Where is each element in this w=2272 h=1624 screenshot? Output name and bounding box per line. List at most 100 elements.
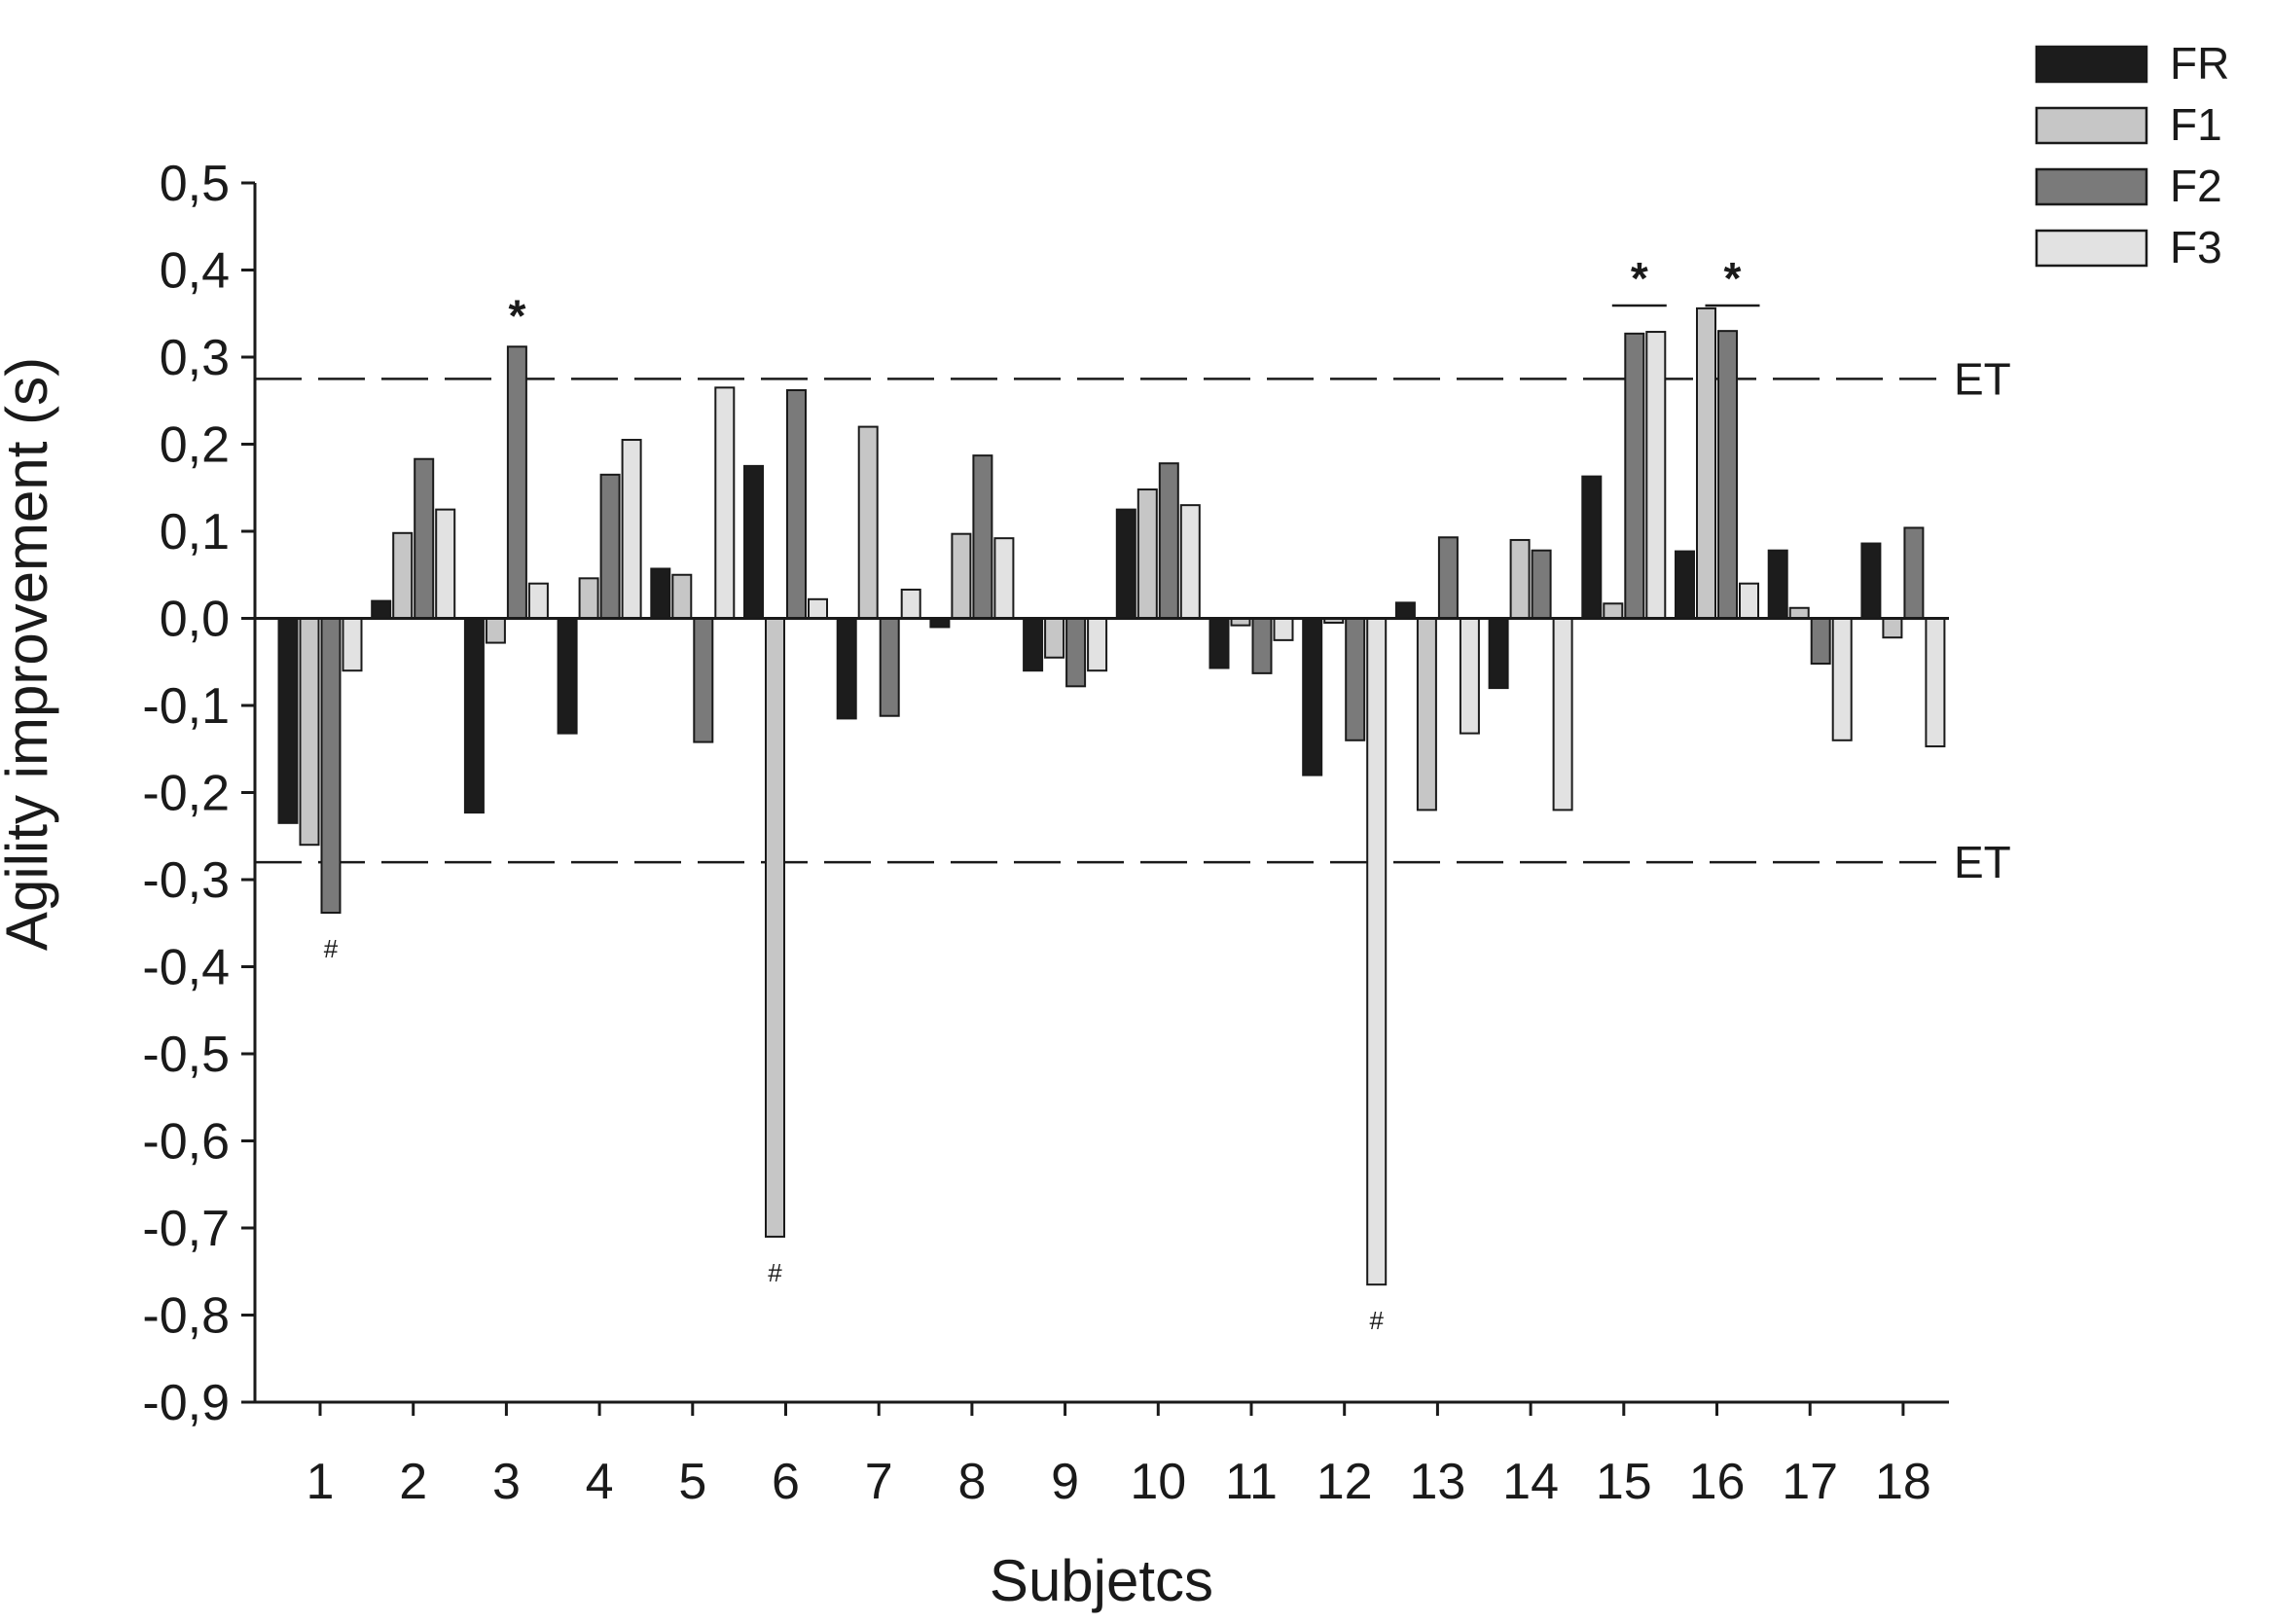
y-tick-label: -0,4 [142,940,230,996]
x-tick-label: 15 [1596,1454,1652,1510]
legend-swatch-f3 [2035,229,2148,268]
bar-f2-subject-9 [1065,617,1087,688]
y-tick-label: -0,1 [142,678,230,735]
bar-f2-subject-2 [414,457,435,620]
bar-f2-subject-16 [1717,330,1738,620]
legend-label-f3: F3 [2170,222,2222,272]
bar-f3-subject-6 [808,597,828,620]
bar-f3-subject-10 [1179,504,1201,620]
x-tick-label: 3 [492,1454,521,1510]
y-tick-label: -0,3 [142,852,230,909]
bar-f3-subject-18 [1925,617,1946,748]
y-tick-label: -0,8 [142,1288,230,1345]
x-tick-label: 7 [865,1454,893,1510]
bar-f2-subject-10 [1158,462,1179,620]
bar-f1-subject-8 [951,532,972,620]
bar-f1-subject-17 [1788,606,1810,620]
y-tick-label: -0,9 [142,1375,230,1431]
bar-fr-subject-1 [277,617,299,824]
bar-fr-subject-2 [371,599,392,620]
bar-f3-subject-13 [1459,617,1480,735]
bar-f3-subject-8 [993,537,1015,620]
bar-f2-subject-15 [1624,332,1645,620]
bar-f1-subject-6 [765,617,785,1238]
y-tick-label: -0,6 [142,1114,230,1171]
y-tick-label: 0,1 [160,504,230,560]
x-tick-label: 17 [1782,1454,1838,1510]
bar-f3-subject-3 [527,582,549,620]
bar-fr-subject-5 [650,567,671,620]
bar-f3-subject-2 [435,508,456,620]
bar-f2-subject-14 [1531,549,1552,620]
bar-f3-subject-1 [342,617,363,672]
y-tick-label: -0,5 [142,1027,230,1083]
bar-f1-subject-5 [671,573,693,620]
bar-f3-subject-9 [1087,617,1108,672]
bar-f2-subject-4 [599,473,621,620]
y-tick-label: 0,0 [160,592,230,648]
legend-swatch-f1 [2035,106,2148,145]
bar-fr-subject-7 [836,617,857,720]
hash-marker: # [324,934,339,963]
bar-fr-subject-3 [463,617,485,814]
bar-f2-subject-17 [1810,617,1831,666]
x-tick-label: 6 [772,1454,800,1510]
bar-fr-subject-4 [557,617,578,735]
bar-f2-subject-6 [786,389,807,620]
bar-f3-subject-12 [1366,617,1388,1286]
significance-star: * [508,290,525,341]
bar-f1-subject-9 [1044,617,1065,659]
bar-f1-subject-1 [299,617,320,847]
bar-f3-subject-14 [1552,617,1573,812]
hash-marker: # [1369,1306,1384,1335]
y-tick-label: 0,2 [160,417,230,474]
hash-marker: # [768,1258,782,1287]
bar-f2-subject-13 [1437,536,1459,620]
bar-f2-subject-18 [1903,526,1925,620]
bar-fr-subject-17 [1767,549,1788,620]
bar-f1-subject-15 [1603,602,1624,620]
bar-fr-subject-12 [1302,617,1323,776]
bar-fr-subject-9 [1023,617,1044,672]
bar-f1-subject-14 [1509,538,1531,620]
x-tick-label: 8 [957,1454,986,1510]
bar-fr-subject-14 [1488,617,1509,690]
x-tick-label: 2 [399,1454,427,1510]
bar-f2-subject-12 [1345,617,1366,741]
bar-fr-subject-15 [1581,475,1603,620]
significance-star: * [1631,253,1648,304]
x-tick-label: 10 [1130,1454,1186,1510]
bar-f1-subject-18 [1882,617,1903,639]
legend-label-f1: F1 [2170,99,2222,150]
bar-f3-subject-11 [1273,617,1294,641]
et-label: ET [1954,353,2011,404]
x-tick-label: 16 [1689,1454,1746,1510]
bar-f2-subject-5 [693,617,714,743]
legend-swatch-fr [2035,45,2148,84]
et-label: ET [1954,837,2011,887]
y-tick-label: 0,4 [160,243,230,300]
x-tick-label: 1 [307,1454,335,1510]
bar-f3-subject-4 [621,439,642,620]
bar-f3-subject-16 [1739,582,1759,620]
bar-f3-subject-15 [1645,331,1667,620]
legend-label-f2: F2 [2170,161,2222,211]
y-tick-label: -0,2 [142,766,230,822]
y-tick-label: 0,5 [160,156,230,212]
y-axis-title: Agility improvement (s) [0,357,59,951]
bar-f2-subject-7 [879,617,900,717]
significance-star: * [1724,253,1742,304]
bar-fr-subject-6 [743,464,764,620]
bar-f3-subject-7 [900,588,921,620]
bar-f1-subject-4 [578,577,599,620]
x-tick-label: 5 [678,1454,706,1510]
y-tick-label: -0,7 [142,1201,230,1257]
x-axis-title: Subjetcs [990,1548,1213,1613]
legend-label-fr: FR [2170,38,2229,89]
bar-f1-subject-7 [857,425,879,620]
x-tick-label: 18 [1875,1454,1931,1510]
bar-f1-subject-10 [1136,488,1158,620]
bar-f1-subject-2 [392,531,414,620]
bar-f2-subject-3 [506,345,527,620]
